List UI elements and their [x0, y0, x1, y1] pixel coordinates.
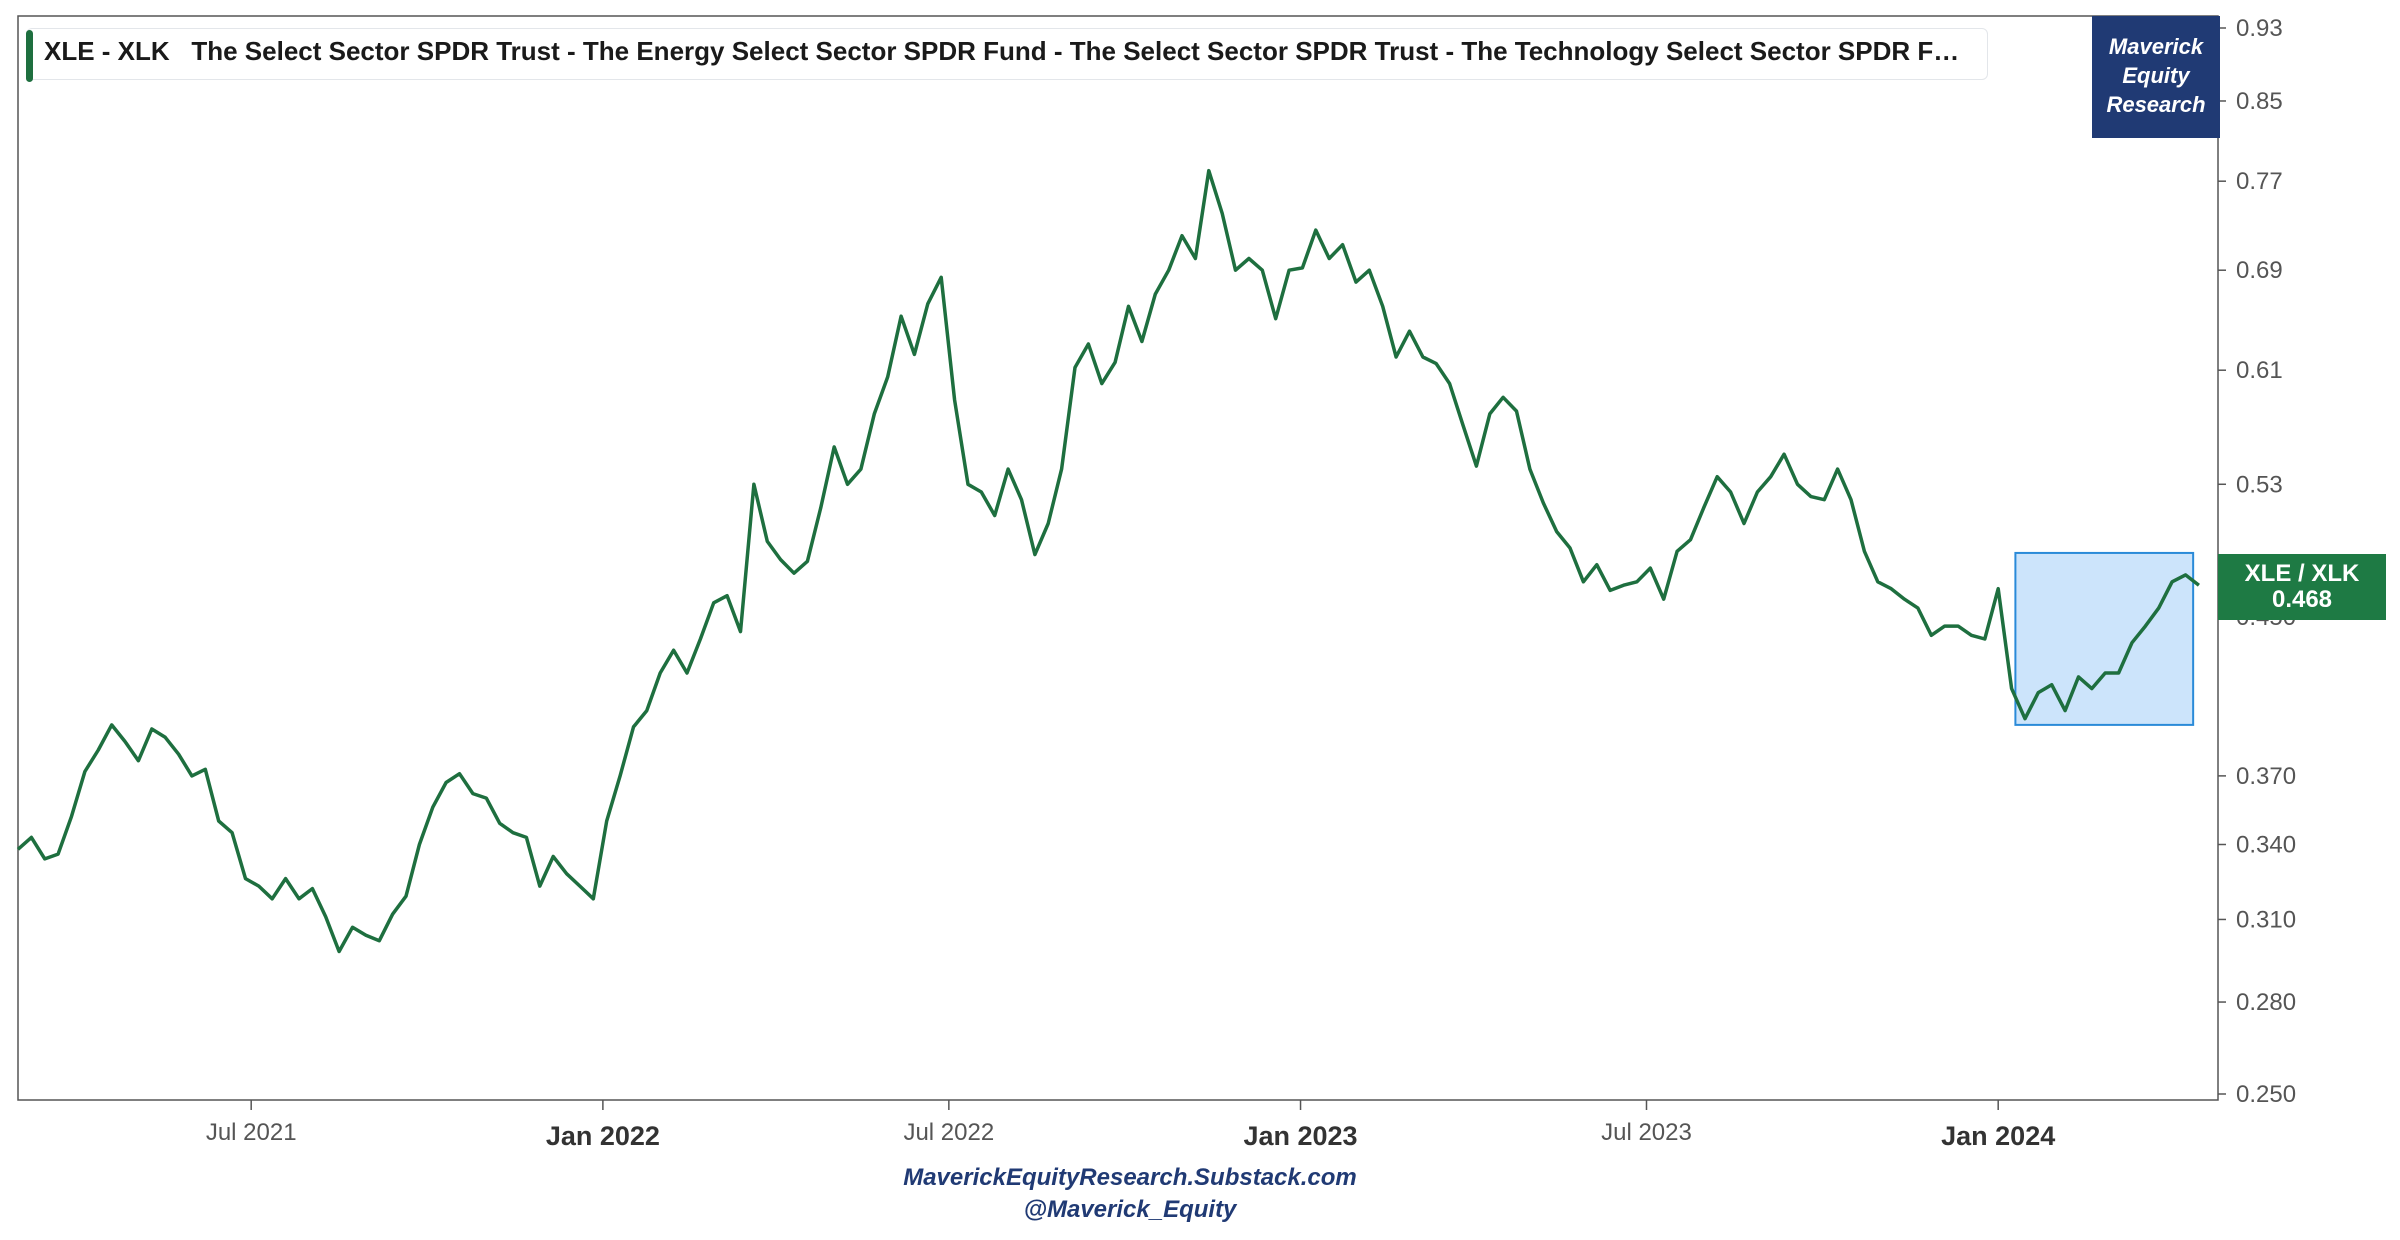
x-tick-label: Jan 2022 [546, 1121, 660, 1151]
legend-text: XLE - XLK The Select Sector SPDR Trust -… [44, 36, 1964, 67]
y-tick-label: 0.340 [2236, 831, 2296, 858]
current-value-number: 0.468 [2271, 586, 2333, 613]
x-tick-label: Jul 2022 [903, 1119, 994, 1146]
y-tick-label: 0.310 [2236, 906, 2296, 933]
x-tick-label: Jan 2024 [1941, 1121, 2055, 1151]
y-tick-label: 0.69 [2236, 257, 2283, 284]
x-tick-label: Jul 2023 [1601, 1119, 1692, 1146]
y-tick-label: 0.53 [2236, 471, 2283, 498]
y-tick-label: 0.93 [2236, 15, 2283, 42]
y-tick-label: 0.370 [2236, 763, 2296, 790]
legend-swatch [26, 30, 33, 82]
logo-line-1: Maverick [2108, 34, 2204, 59]
x-tick-label: Jul 2021 [206, 1119, 297, 1146]
footer-site: MaverickEquityResearch.Substack.com [903, 1164, 1357, 1191]
current-value-tag: XLE / XLK 0.468 [2218, 554, 2386, 620]
legend-box [26, 28, 1988, 80]
x-tick-label: Jan 2023 [1243, 1121, 1357, 1151]
logo-line-3: Research [2106, 92, 2206, 117]
y-tick-label: 0.85 [2236, 88, 2283, 115]
highlight-box [2014, 551, 2195, 726]
current-value-label: XLE / XLK [2244, 560, 2360, 587]
legend-symbols: XLE - XLK [44, 36, 170, 66]
footer-handle: @Maverick_Equity [1023, 1196, 1237, 1223]
y-tick-label: 0.77 [2236, 168, 2283, 195]
legend-description: The Select Sector SPDR Trust - The Energ… [191, 36, 1964, 66]
series-line [16, 168, 2200, 954]
maverick-logo: Maverick Equity Research [2092, 16, 2220, 138]
y-tick-label: 0.280 [2236, 989, 2296, 1016]
y-tick-label: 0.61 [2236, 357, 2283, 384]
logo-line-2: Equity [2122, 63, 2190, 88]
y-tick-label: 0.250 [2236, 1081, 2296, 1108]
